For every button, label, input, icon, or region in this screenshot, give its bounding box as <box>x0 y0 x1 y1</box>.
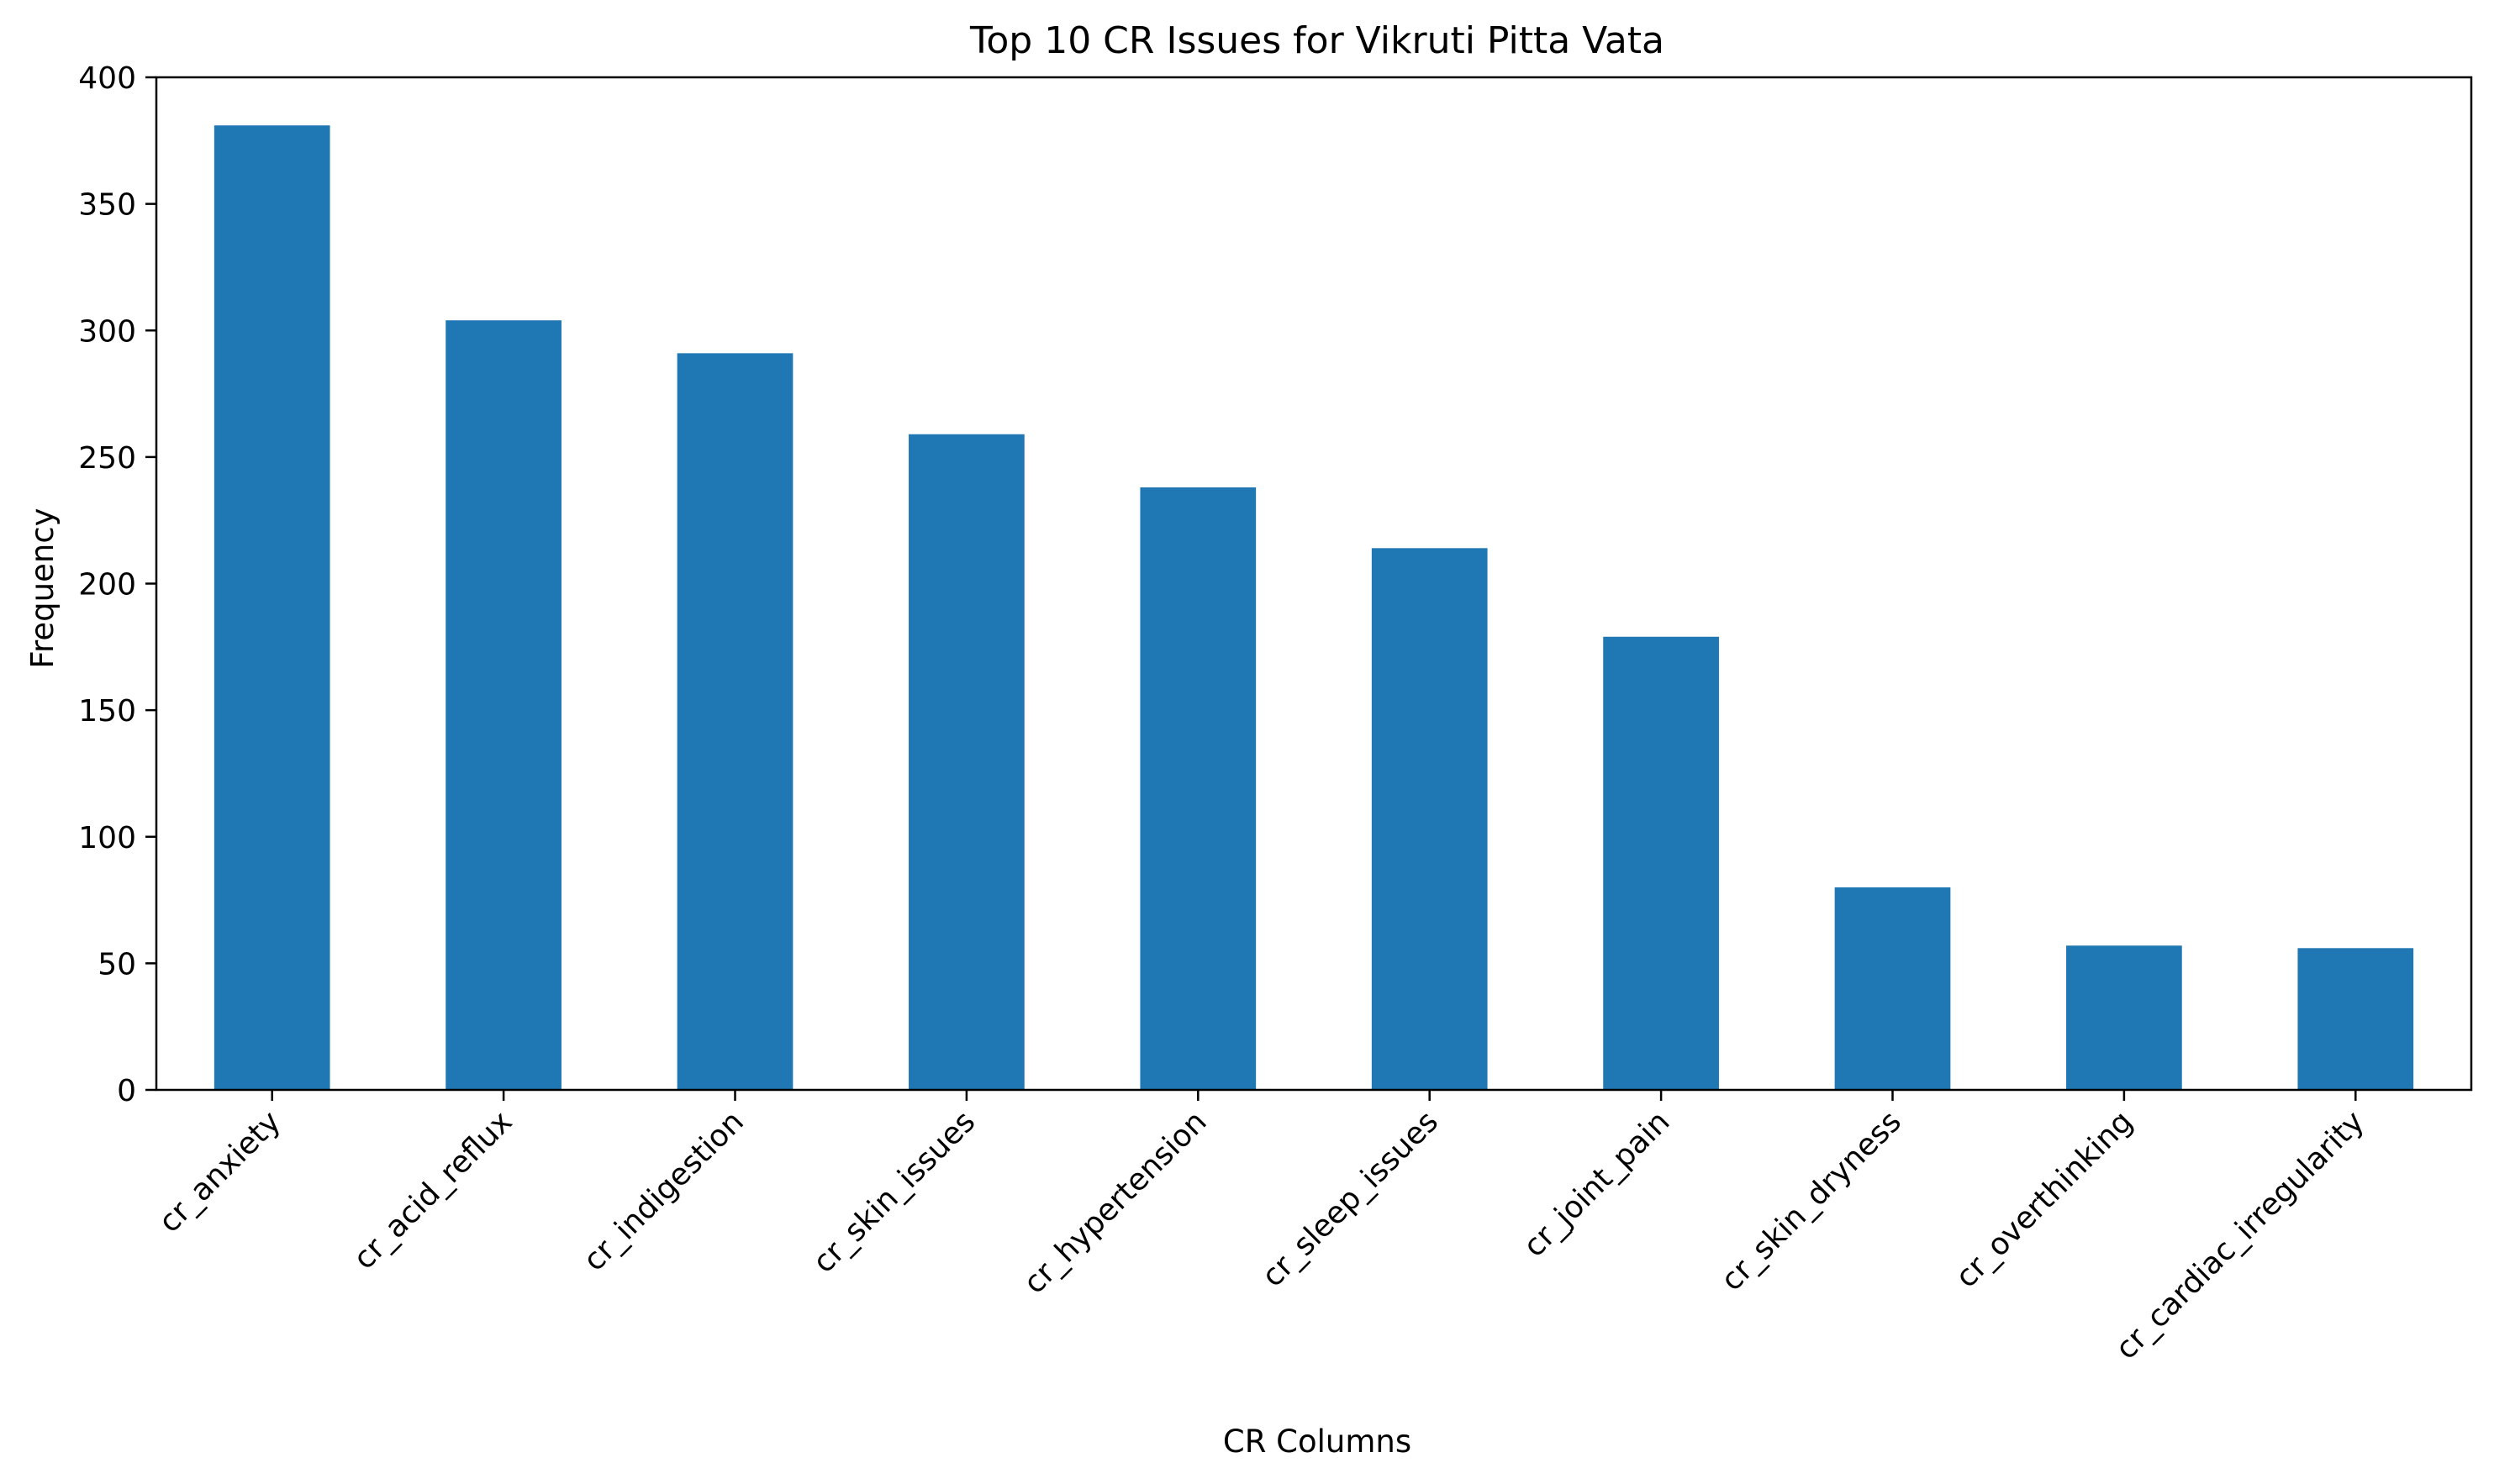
y-tick-label: 150 <box>78 694 136 729</box>
x-tick-label: cr_cardiac_irregularity <box>2109 1104 2371 1366</box>
bar-cr_overthinking <box>2066 945 2182 1090</box>
bar-cr_skin_issues <box>909 434 1025 1090</box>
bar-cr_anxiety <box>214 125 330 1091</box>
y-tick-label: 200 <box>78 568 136 603</box>
y-tick-label: 100 <box>78 821 136 855</box>
x-tick-label: cr_skin_issues <box>806 1104 982 1280</box>
bar-cr_acid_reflux <box>446 320 562 1090</box>
x-tick-label: cr_anxiety <box>152 1104 287 1239</box>
x-tick-label: cr_skin_dryness <box>1715 1104 1908 1297</box>
bars-layer <box>214 125 2414 1091</box>
y-tick-label: 350 <box>78 188 136 223</box>
bar-cr_indigestion <box>677 353 794 1090</box>
x-tick-label: cr_sleep_issues <box>1256 1104 1445 1293</box>
x-tick-label: cr_indigestion <box>577 1104 750 1277</box>
y-tick-label: 400 <box>78 61 136 96</box>
y-tick-label: 50 <box>98 947 136 981</box>
bar-cr_joint_pain <box>1603 636 1719 1090</box>
chart-title: Top 10 CR Issues for Vikruti Pitta Vata <box>969 19 1664 62</box>
y-tick-label: 300 <box>78 314 136 349</box>
bar-cr_cardiac_irregularity <box>2297 948 2414 1090</box>
x-tick-label: cr_overthinking <box>1949 1104 2139 1294</box>
bar-cr_hypertension <box>1140 487 1257 1090</box>
bar-cr_skin_dryness <box>1834 887 1951 1090</box>
x-tick-label: cr_hypertension <box>1017 1104 1213 1300</box>
y-tick-label: 250 <box>78 441 136 476</box>
x-axis-label: CR Columns <box>1223 1423 1411 1460</box>
x-tick-label: cr_joint_pain <box>1517 1104 1677 1264</box>
x-axis-ticks: cr_anxiety cr_acid_reflux cr_indigestion cr… <box>152 1090 2371 1366</box>
bar-cr_sleep_issues <box>1371 548 1488 1090</box>
y-tick-label: 0 <box>117 1074 136 1108</box>
y-axis-ticks: 0 50 100 150 200 250 300 350 400 <box>78 61 156 1108</box>
x-tick-label: cr_acid_reflux <box>347 1104 519 1276</box>
y-axis-label: Frequency <box>24 508 61 668</box>
